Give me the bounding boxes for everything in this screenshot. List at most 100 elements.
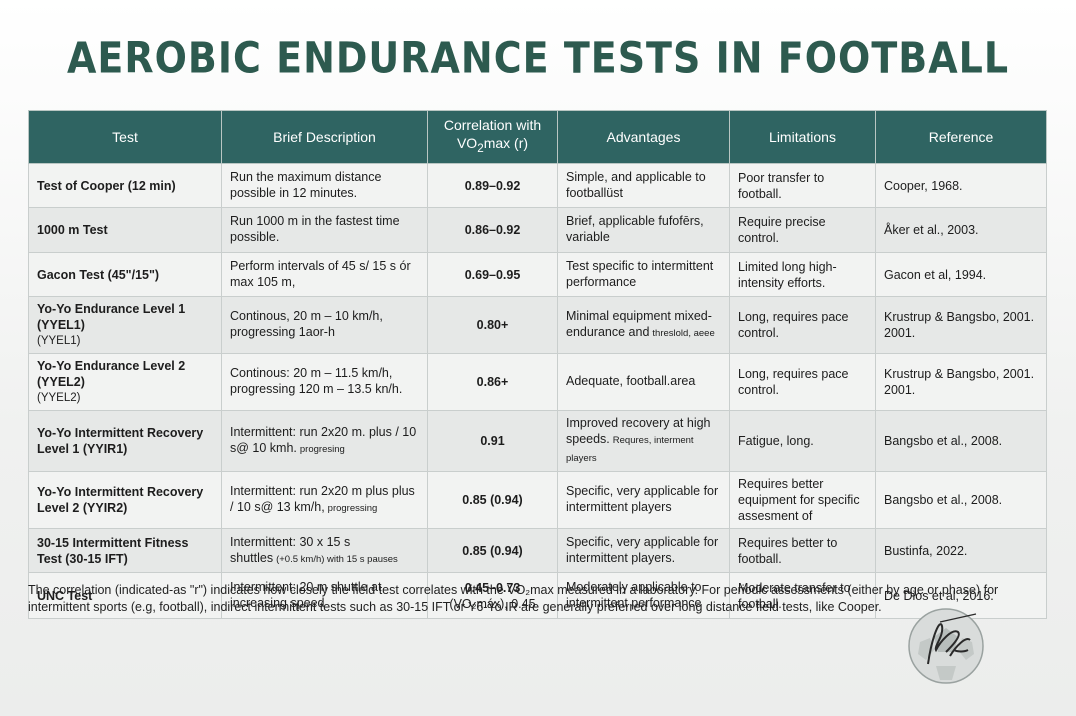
reference-cell: Bangsbo et al., 2008. — [875, 410, 1047, 472]
header-limitations: Limitations — [729, 110, 876, 164]
reference-cell: De Dios et al, 2016. — [875, 572, 1047, 619]
test-name: Yo-Yo Endurance Level 1 (YYEL1) — [37, 302, 186, 332]
description-cell: Perform intervals of 45 s/ 15 s ór max 1… — [221, 252, 428, 297]
reference-cell: Cooper, 1968. — [875, 163, 1047, 208]
advantages-text: Specific, very applicable for intermitte… — [566, 484, 719, 514]
test-name-cell: Yo-Yo Endurance Level 1 (YYEL1) (YYEL1) — [28, 296, 222, 354]
advantages-cell: Specific, very applicable for intermitte… — [557, 471, 730, 529]
correlation-cell: 0.85 (0.94) — [427, 471, 558, 529]
signature-seal-icon — [908, 608, 984, 684]
header-correlation-sub: 2 — [477, 141, 484, 155]
correlation-cell: 0.86–0.92 — [427, 207, 558, 253]
table-container: Test Brief Description Correlation with … — [28, 110, 1047, 619]
advantages-small-text: threslold, aeee — [652, 328, 715, 339]
table-row: Yo-Yo Endurance Level 1 (YYEL1) (YYEL1) Co… — [28, 296, 1047, 354]
description-cell: Continous, 20 m – 10 km/h, progressing 1… — [221, 296, 428, 354]
description-text: Intermittent: 30 x 15 s shuttles — [230, 534, 351, 565]
header-correlation-vo: VO — [456, 135, 478, 152]
test-name: 1000 m Test — [37, 223, 108, 237]
table-body: Test of Cooper (12 min) Run the maximum d… — [28, 163, 1047, 619]
test-name-cell: Gacon Test (45"/15") — [28, 252, 222, 297]
reference-text: Cooper, 1968. — [884, 178, 963, 193]
reference-text: Krustrup & Bangsbo, 2001. 2001. — [884, 310, 1035, 340]
description-text: Perform intervals of 45 s/ 15 s ór max 1… — [230, 258, 411, 289]
correlation-cell: 0.89–0.92 — [427, 163, 558, 208]
reference-text: Bangsbo et al., 2008. — [884, 493, 1003, 507]
advantages-text: Test specific to intermittent performanc… — [566, 258, 714, 289]
description-text: Run 1000 m in the fastest time possible. — [230, 214, 400, 244]
advantages-text: Specific, very applicable for intermitte… — [566, 534, 719, 565]
page-title: AEROBIC ENDURANCE TESTS IN FOOTBALL — [66, 33, 1010, 83]
advantages-cell: Moderately applicable to intermittent pe… — [557, 572, 730, 619]
reference-text: Gacon et al, 1994. — [884, 267, 987, 282]
correlation-value: 0.86+ — [476, 375, 509, 389]
limitations-text: Requires better to football. — [738, 535, 838, 566]
limitations-text: Moderate transfer to football. — [738, 580, 851, 611]
test-name-sub: (YYEL2) — [37, 392, 81, 404]
test-name-cell: UNC Test — [28, 572, 222, 619]
advantages-text: Minimal equipment mixed-endurance and — [566, 309, 712, 339]
reference-cell: Krustrup & Bangsbo, 2001. 2001. — [875, 353, 1047, 411]
limitations-text: Long, requires pace control. — [738, 310, 849, 340]
test-name: 30-15 Intermittent Fitness Test (30-15 I… — [37, 535, 189, 566]
test-name: Gacon Test (45"/15") — [37, 267, 160, 282]
reference-text: De Dios et al, 2016. — [884, 588, 994, 603]
description-text: Intermittent: run 2x20 m. plus / 10 s@ 1… — [230, 425, 417, 455]
description-cell: Run the maximum distance possible in 12 … — [221, 163, 428, 208]
test-name: Yo-Yo Endurance Level 2 (YYEL2) — [37, 359, 186, 389]
correlation-value: 0.45–0.73 — [464, 580, 521, 595]
table-row: 30-15 Intermittent Fitness Test (30-15 I… — [28, 528, 1047, 573]
advantages-text: Simple, and applicable to footballüst — [566, 169, 706, 200]
reference-text: Bangsbo et al., 2008. — [884, 434, 1003, 448]
test-name-cell: Yo-Yo Endurance Level 2 (YYEL2) (YYEL2) — [28, 353, 222, 411]
test-name-cell: Yo-Yo Intermittent Recovery Level 2 (YYI… — [28, 471, 222, 529]
description-cell: Intermittent: run 2x20 m. plus / 10 s@ 1… — [221, 410, 428, 472]
header-correlation-rest: max (r) — [483, 135, 529, 152]
correlation-cell: 0.91 — [427, 410, 558, 472]
correlation-cell: 0.69–0.95 — [427, 252, 558, 297]
description-cell: Continous: 20 m – 11.5 km/h, progressing… — [221, 353, 428, 411]
test-name: UNC Test — [37, 588, 93, 603]
table-row: Test of Cooper (12 min) Run the maximum d… — [28, 163, 1047, 208]
header-test: Test — [28, 110, 222, 164]
table-row: Yo-Yo Intermittent Recovery Level 1 (YYI… — [28, 410, 1047, 472]
advantages-text: Moderately applicable to intermittent pe… — [566, 579, 702, 610]
correlation-value: 0.85 (0.94) — [462, 543, 523, 558]
correlation-sub-value: (VO₂máx), 0.45 — [449, 596, 536, 611]
correlation-cell: 0.45–0.73 (VO₂máx), 0.45 — [427, 572, 558, 619]
correlation-cell: 0.80+ — [427, 296, 558, 354]
reference-cell: Åker et al., 2003. — [875, 207, 1047, 253]
header-reference: Reference — [875, 110, 1047, 164]
limitations-cell: Long, requires pace control. — [729, 353, 876, 411]
limitations-text: Require precise control. — [738, 215, 826, 245]
reference-cell: Gacon et al, 1994. — [875, 252, 1047, 297]
reference-cell: Bangsbo et al., 2008. — [875, 471, 1047, 529]
advantages-cell: Adequate, football.area — [557, 353, 730, 411]
advantages-text: Brief, applicable fufofērs, variable — [566, 214, 704, 244]
limitations-cell: Poor transfer to football. — [729, 163, 876, 208]
table-header-row: Test Brief Description Correlation with … — [28, 110, 1047, 164]
description-cell: Intermittent: run 2x20 m plus plus / 10 … — [221, 471, 428, 529]
advantages-text: Improved recovery at high speeds. — [566, 416, 711, 446]
limitations-cell: Requires better to football. — [729, 528, 876, 573]
correlation-value: 0.86–0.92 — [464, 223, 521, 237]
correlation-cell: 0.85 (0.94) — [427, 528, 558, 573]
reference-text: Bustinfa, 2022. — [884, 543, 968, 558]
advantages-cell: Simple, and applicable to footballüst — [557, 163, 730, 208]
table-row: Yo-Yo Endurance Level 2 (YYEL2) (YYEL2) Co… — [28, 353, 1047, 411]
limitations-text: Long, requires pace control. — [738, 367, 849, 397]
limitations-text: Requires better equipment for specific a… — [738, 477, 860, 523]
description-cell: Run 1000 m in the fastest time possible. — [221, 207, 428, 253]
correlation-value: 0.80+ — [476, 318, 509, 332]
header-description: Brief Description — [221, 110, 428, 164]
correlation-value: 0.69–0.95 — [464, 267, 521, 282]
test-name-cell: Yo-Yo Intermittent Recovery Level 1 (YYI… — [28, 410, 222, 472]
test-name: Test of Cooper (12 min) — [37, 178, 176, 193]
test-name-cell: 1000 m Test — [28, 207, 222, 253]
limitations-cell: Moderate transfer to football. — [729, 572, 876, 619]
test-name-sub: (YYEL1) — [37, 335, 81, 347]
correlation-cell: 0.86+ — [427, 353, 558, 411]
advantages-cell: Improved recovery at high speeds. Requres… — [557, 410, 730, 472]
table-row: 1000 m Test Run 1000 m in the fastest tim… — [28, 207, 1047, 253]
test-name: Yo-Yo Intermittent Recovery Level 2 (YYI… — [37, 485, 204, 515]
